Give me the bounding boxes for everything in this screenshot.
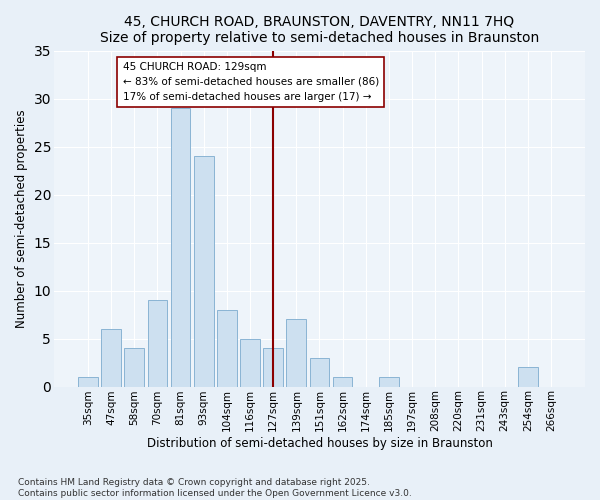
Bar [171,108,190,386]
Title: 45, CHURCH ROAD, BRAUNSTON, DAVENTRY, NN11 7HQ
Size of property relative to semi: 45, CHURCH ROAD, BRAUNSTON, DAVENTRY, NN… [100,15,539,45]
Bar [518,368,538,386]
Bar [148,300,167,386]
Bar [240,338,260,386]
X-axis label: Distribution of semi-detached houses by size in Braunston: Distribution of semi-detached houses by … [146,437,493,450]
Bar [101,329,121,386]
Bar [217,310,237,386]
Bar [333,377,352,386]
Text: 45 CHURCH ROAD: 129sqm
← 83% of semi-detached houses are smaller (86)
17% of sem: 45 CHURCH ROAD: 129sqm ← 83% of semi-det… [122,62,379,102]
Bar [286,320,306,386]
Text: Contains HM Land Registry data © Crown copyright and database right 2025.
Contai: Contains HM Land Registry data © Crown c… [18,478,412,498]
Bar [310,358,329,386]
Bar [263,348,283,387]
Bar [124,348,144,387]
Bar [78,377,98,386]
Y-axis label: Number of semi-detached properties: Number of semi-detached properties [15,109,28,328]
Bar [379,377,399,386]
Bar [194,156,214,386]
